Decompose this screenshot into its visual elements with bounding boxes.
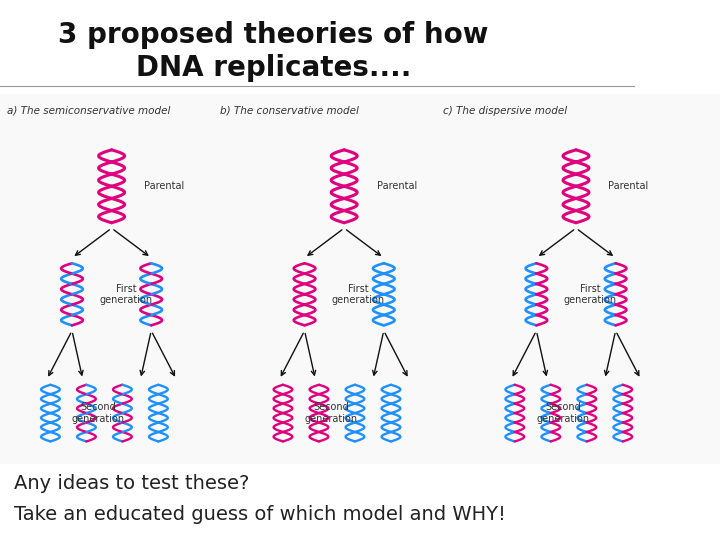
- Text: First
generation: First generation: [332, 284, 385, 305]
- Text: b) The conservative model: b) The conservative model: [220, 106, 359, 116]
- Text: Second
generation: Second generation: [72, 402, 125, 424]
- Text: Parental: Parental: [608, 181, 649, 191]
- Text: c) The dispersive model: c) The dispersive model: [443, 106, 567, 116]
- Text: 3 proposed theories of how: 3 proposed theories of how: [58, 21, 489, 49]
- Text: First
generation: First generation: [564, 284, 617, 305]
- Text: Parental: Parental: [377, 181, 417, 191]
- Text: First
generation: First generation: [99, 284, 153, 305]
- FancyBboxPatch shape: [0, 94, 720, 464]
- Text: Second
generation: Second generation: [305, 402, 358, 424]
- Text: Parental: Parental: [144, 181, 184, 191]
- Text: a) The semiconservative model: a) The semiconservative model: [7, 106, 171, 116]
- Text: Take an educated guess of which model and WHY!: Take an educated guess of which model an…: [14, 504, 506, 524]
- Text: DNA replicates....: DNA replicates....: [136, 53, 411, 82]
- Text: Any ideas to test these?: Any ideas to test these?: [14, 474, 250, 493]
- Text: Second
generation: Second generation: [536, 402, 590, 424]
